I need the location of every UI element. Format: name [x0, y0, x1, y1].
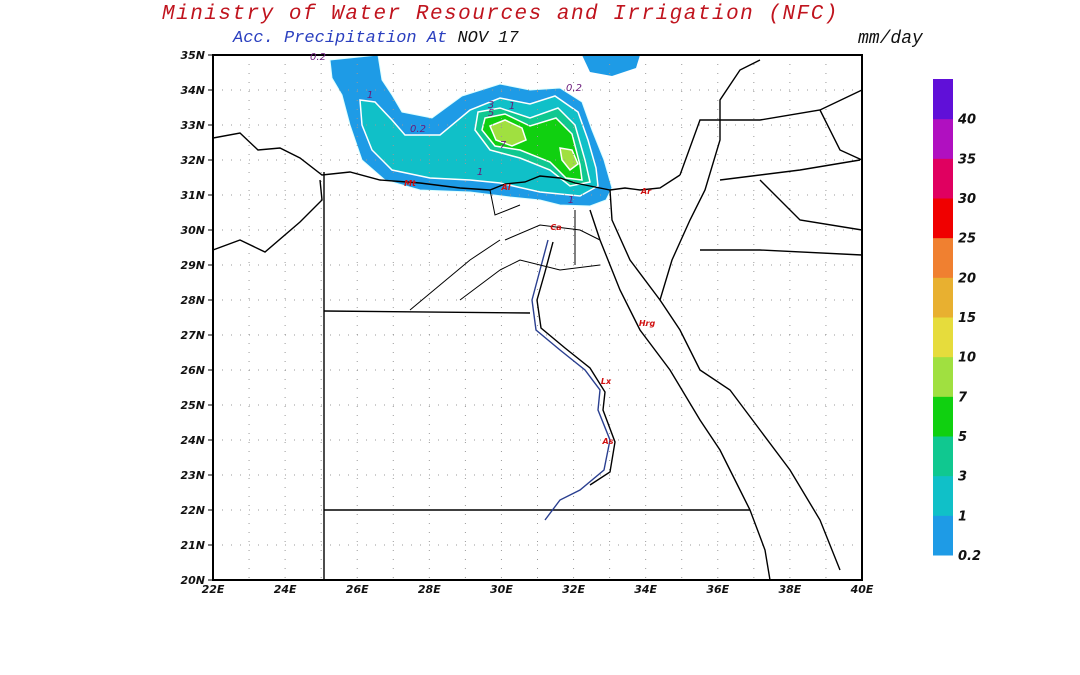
- lat-label: 26N: [180, 364, 205, 377]
- colorbar-label: 20: [958, 271, 976, 286]
- lat-label: 22N: [180, 504, 205, 517]
- nile-river: [531, 239, 611, 521]
- lon-label: 22E: [202, 583, 225, 596]
- colorbar-label: 30: [958, 192, 976, 207]
- colorbar-swatch: [933, 237, 953, 278]
- lon-label: 40E: [850, 583, 874, 596]
- africa-west-coast-libya: [213, 179, 323, 253]
- colorbar-swatch: [933, 158, 953, 199]
- contour-label: 1: [477, 167, 483, 178]
- contour-7-b: [559, 147, 579, 172]
- units-label: mm/day: [858, 29, 923, 49]
- lat-label: 23N: [180, 469, 205, 482]
- lon-label: 32E: [562, 583, 585, 596]
- lat-label: 25N: [180, 399, 205, 412]
- lon-label: 26E: [346, 583, 369, 596]
- colorbar-label: 1: [958, 509, 967, 524]
- colorbar-swatch: [933, 198, 953, 239]
- date-label: NOV 17: [457, 29, 519, 48]
- levant-borders: [679, 89, 862, 256]
- map-title: Ministry of Water Resources and Irrigati…: [162, 3, 839, 26]
- contour-0.2-ne: [582, 55, 640, 76]
- red-sea-east-coast: [659, 299, 841, 571]
- contour-label: 7: [500, 140, 507, 151]
- lat-label: 21N: [180, 539, 205, 552]
- lat-label: 30N: [180, 224, 205, 237]
- mediterranean-coast: [213, 132, 681, 191]
- axis-ticks: 20N 21N 22N 23N 24N 25N 26N 27N 28N 29N 30N 31N 32N 3…: [180, 49, 873, 596]
- contour-label: 0.2: [410, 124, 426, 135]
- colorbar-label: 25: [958, 232, 976, 247]
- contour-7-a: [489, 119, 527, 147]
- country-borders: [213, 59, 862, 580]
- border-27.7n: [323, 310, 531, 314]
- colorbar-swatch: [933, 79, 953, 120]
- colorbar-swatch: [933, 277, 953, 318]
- colorbar-label: 5: [958, 430, 967, 445]
- colorbar-swatch: [933, 118, 953, 159]
- colorbar-label: 10: [958, 351, 976, 366]
- lat-label: 31N: [180, 189, 205, 202]
- map-subtitle: Acc. Precipitation At NOV 17: [233, 29, 519, 48]
- contour-label: 0.2: [310, 52, 326, 63]
- colorbar-label: 40: [957, 113, 976, 128]
- lat-label: 27N: [180, 329, 205, 342]
- colorbar-swatch: [933, 436, 953, 477]
- lon-label: 24E: [274, 583, 297, 596]
- colorbar-label: 3: [958, 470, 967, 485]
- colorbar-swatch: [933, 317, 953, 358]
- lon-label: 30E: [490, 583, 513, 596]
- plot-frame: [212, 54, 863, 581]
- lat-label: 35N: [180, 49, 205, 62]
- egypt-governorates: [409, 189, 601, 311]
- red-sea-west-coast: [589, 209, 771, 580]
- contour-label: 3: [488, 100, 494, 111]
- colorbar-swatch: [933, 396, 953, 437]
- station-labels: Mt Al Ca Ar Hrg Lx As: [404, 179, 655, 446]
- colorbar-swatch: [933, 356, 953, 397]
- station-label: Al: [501, 183, 511, 192]
- contour-label: 5: [488, 108, 494, 119]
- contour-labels: 0.2 1 0.2 35 1 7 1 1 0.2: [310, 52, 582, 206]
- colorbar-label: 35: [958, 152, 976, 167]
- colorbar-label: 0.2: [958, 549, 981, 564]
- precipitation-contours: [329, 55, 640, 207]
- colorbar-swatch: [933, 515, 953, 556]
- lat-label: 20N: [180, 574, 205, 587]
- lon-label: 36E: [706, 583, 729, 596]
- sinai: [609, 59, 761, 302]
- lon-label: 28E: [418, 583, 441, 596]
- lon-label: 34E: [634, 583, 657, 596]
- contour-label: 0.2: [566, 83, 582, 94]
- subtitle-text: Acc. Precipitation At: [233, 29, 448, 48]
- lon-label: 38E: [778, 583, 801, 596]
- contour-label: 1: [367, 90, 373, 101]
- colorbar-label: 15: [958, 311, 976, 326]
- contour-label: 1: [568, 195, 574, 206]
- nile-river-bank: [536, 241, 616, 486]
- station-label: As: [602, 437, 614, 446]
- lat-label: 32N: [180, 154, 205, 167]
- colorbar-label: 7: [958, 390, 968, 405]
- lat-label: 34N: [180, 84, 205, 97]
- station-label: Ca: [550, 223, 561, 232]
- station-label: Mt: [404, 179, 417, 188]
- station-label: Ar: [640, 187, 652, 196]
- lat-label: 24N: [180, 434, 205, 447]
- colorbar-swatch: [933, 475, 953, 516]
- lat-label: 28N: [180, 294, 205, 307]
- station-label: Lx: [601, 377, 612, 386]
- lat-label: 29N: [180, 259, 205, 272]
- station-label: Hrg: [639, 319, 656, 328]
- lat-label: 33N: [180, 119, 205, 132]
- contour-label: 1: [509, 101, 515, 112]
